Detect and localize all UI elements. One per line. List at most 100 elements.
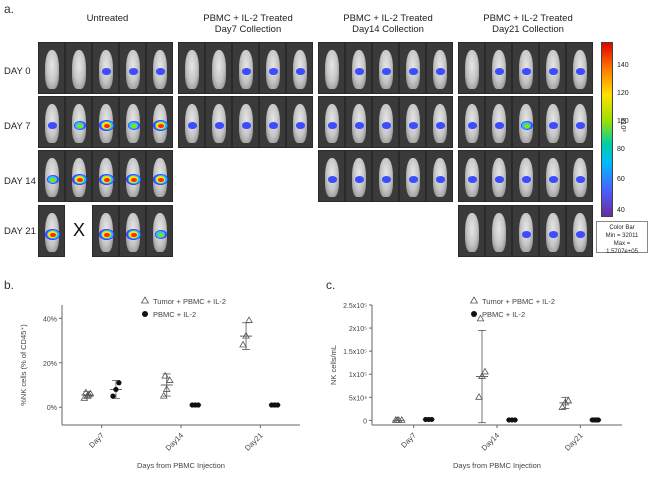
mouse-image [38, 205, 65, 257]
mouse-image [345, 96, 372, 148]
data-point-triangle [86, 389, 95, 397]
row-label-day14: DAY 14 [4, 176, 36, 187]
colorbar-tick: 60 [617, 176, 625, 183]
data-point-circle [594, 417, 600, 423]
y-tick-label: 2x10⁵ [349, 326, 367, 333]
y-tick-label: 5x10⁴ [349, 395, 367, 402]
legend-label: PBMC + IL-2 [153, 310, 196, 319]
x-tick-label: Day14 [480, 431, 502, 453]
x-tick-label: Day21 [243, 431, 265, 453]
mouse-image [119, 96, 146, 148]
data-point-triangle [564, 396, 573, 404]
legend-marker-triangle [140, 296, 150, 304]
colorbar-tick: 80 [617, 146, 625, 153]
mouse-image [65, 150, 92, 202]
colorbar-tick: 100 [617, 118, 629, 125]
mouse-image [178, 96, 205, 148]
bioluminescence-signal [576, 176, 585, 183]
mouse-image [458, 150, 485, 202]
mouse-image [566, 150, 593, 202]
bioluminescence-signal [48, 122, 57, 129]
x-tick-label: Day7 [87, 431, 106, 450]
data-point-triangle [83, 391, 92, 399]
missing-mouse-mark: X [73, 220, 86, 240]
bioluminescence-signal [76, 177, 83, 182]
bioluminescence-signal [129, 68, 138, 75]
row-label-day7: DAY 7 [4, 121, 31, 132]
data-point-circle [110, 393, 116, 399]
mouse-body [464, 213, 479, 252]
mouse-image [205, 96, 232, 148]
bioluminescence-signal [495, 122, 504, 129]
mouse-image [286, 96, 313, 148]
bioluminescence-signal [549, 122, 558, 129]
data-point-triangle [242, 331, 250, 339]
data-point-triangle [476, 314, 485, 322]
mouse-image [259, 42, 286, 94]
color-bar [601, 42, 613, 217]
bioluminescence-signal [576, 68, 585, 75]
bioluminescence-signal [157, 123, 164, 128]
row-label-day0: DAY 0 [4, 66, 31, 77]
panel-b-letter: b. [4, 278, 15, 292]
data-point-circle [275, 402, 281, 408]
mouse-image [566, 42, 593, 94]
bioluminescence-signal [130, 123, 137, 128]
group-title-day14: PBMC + IL-2 Treated Day14 Collection [343, 13, 433, 35]
bioluminescence-signal [409, 122, 418, 129]
bioluminescence-signal [468, 122, 477, 129]
bioluminescence-signal [242, 122, 251, 129]
mouse-image [458, 205, 485, 257]
data-point-triangle [161, 371, 170, 379]
bioluminescence-signal [328, 122, 337, 129]
x-axis-label: Days from PBMC Injection [137, 461, 225, 470]
mouse-image [232, 96, 259, 148]
data-point-triangle [239, 340, 247, 348]
mouse-image [286, 42, 313, 94]
data-point-circle [512, 417, 518, 423]
mouse-body [211, 50, 226, 89]
bioluminescence-signal [296, 122, 305, 129]
panel-a-letter: a. [4, 2, 15, 16]
y-tick-label: 2.5x10⁵ [343, 303, 367, 310]
bioluminescence-signal [102, 68, 111, 75]
y-axis-label: NK cells/mL [329, 345, 338, 385]
y-tick-label: 1.5x10⁵ [343, 349, 367, 356]
mouse-image [458, 42, 485, 94]
mouse-image [512, 96, 539, 148]
mouse-image [119, 42, 146, 94]
mouse-image [318, 96, 345, 148]
data-point-triangle [159, 391, 168, 399]
bioluminescence-signal [103, 123, 110, 128]
group-title-day7: PBMC + IL-2 Treated Day7 Collection [203, 13, 293, 35]
bioluminescence-signal [382, 122, 391, 129]
bioluminescence-signal [576, 231, 585, 238]
bioluminescence-signal [382, 68, 391, 75]
colorbar-info-box: Color Bar Min = 32011 Max = 1.5707e+05 [596, 221, 648, 255]
y-tick-label: 40% [43, 316, 57, 323]
bioluminescence-signal [468, 176, 477, 183]
bioluminescence-signal [522, 68, 531, 75]
x-tick-label: Day14 [164, 431, 186, 453]
mouse-image [512, 205, 539, 257]
mouse-image [372, 42, 399, 94]
bioluminescence-signal [576, 122, 585, 129]
colorbar-tick: 40 [617, 207, 625, 214]
mouse-image [92, 205, 119, 257]
legend-marker-circle [471, 311, 477, 317]
data-point-triangle [561, 398, 570, 406]
mouse-body [464, 50, 479, 89]
data-point-triangle [475, 393, 483, 400]
mouse-image [512, 150, 539, 202]
bioluminescence-signal [269, 122, 278, 129]
data-point-triangle [80, 394, 89, 401]
bioluminescence-signal [549, 231, 558, 238]
data-point-circle [113, 386, 119, 393]
bioluminescence-signal [409, 68, 418, 75]
mouse-image [119, 205, 146, 257]
mouse-image [566, 205, 593, 257]
panel-c-letter: c. [326, 278, 336, 292]
bioluminescence-signal [157, 177, 164, 182]
nk-count-chart: 0 5x10⁴ 1x10⁵ 1.5x10⁵ 2x10⁵ 2.5x10⁵ Day7 Day14 D… [329, 296, 622, 470]
legend-label: Tumor + PBMC + IL-2 [482, 297, 555, 306]
